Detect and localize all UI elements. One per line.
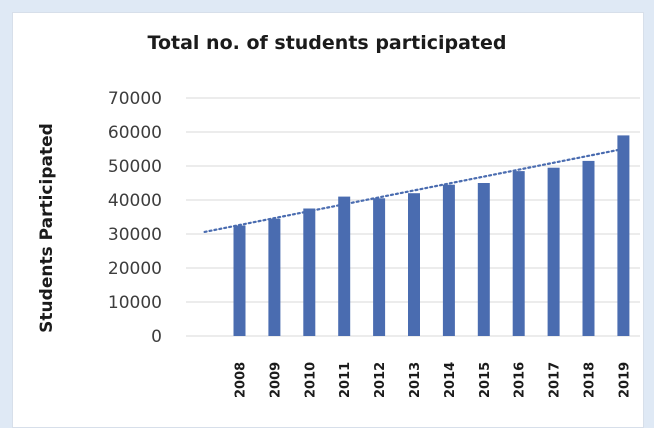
y-tick-label: 10000 <box>108 293 162 313</box>
bar <box>268 218 281 336</box>
x-tick-label: 2011 <box>338 362 353 398</box>
bars <box>233 135 630 336</box>
y-tick-label: 50000 <box>108 157 162 177</box>
bar <box>582 160 595 336</box>
bar <box>617 135 630 336</box>
trendline-group <box>203 147 625 234</box>
x-tick-label: 2016 <box>513 362 528 398</box>
x-tick-label: 2014 <box>443 362 458 398</box>
x-tick-label: 2017 <box>548 362 563 398</box>
bar <box>233 225 246 336</box>
y-tick-label: 40000 <box>108 191 162 211</box>
y-tick-label: 70000 <box>108 89 162 109</box>
bar <box>547 167 560 336</box>
bar <box>442 184 455 336</box>
y-axis-label: Students Participated <box>37 123 57 333</box>
bar <box>408 193 420 336</box>
y-tick-label: 30000 <box>108 225 162 245</box>
x-tick-label: 2013 <box>408 362 423 398</box>
x-tick-label: 2019 <box>617 362 632 398</box>
x-tick-label: 2015 <box>478 362 493 398</box>
x-tick-label: 2008 <box>234 362 249 398</box>
chart-card <box>12 12 644 428</box>
y-tick-label: 0 <box>151 327 162 347</box>
y-tick-label: 20000 <box>108 259 162 279</box>
y-tick-label: 60000 <box>108 123 162 143</box>
x-tick-label: 2010 <box>303 362 318 398</box>
bar <box>373 198 386 336</box>
bar <box>512 171 525 336</box>
bar <box>338 196 351 336</box>
x-tick-label: 2018 <box>583 362 598 398</box>
x-tick-label: 2012 <box>373 362 388 398</box>
trendline <box>203 147 625 234</box>
bar <box>477 183 490 336</box>
y-axis-ticks: 0 10000 20000 30000 40000 50000 60000 70000 <box>108 89 162 347</box>
chart-title: Total no. of students participated <box>147 32 507 54</box>
x-axis-ticks: 2008 2009 2010 2011 2012 2013 2014 2015 2016 2017… <box>234 362 633 398</box>
x-tick-label: 2009 <box>268 362 283 398</box>
bar <box>303 208 316 336</box>
